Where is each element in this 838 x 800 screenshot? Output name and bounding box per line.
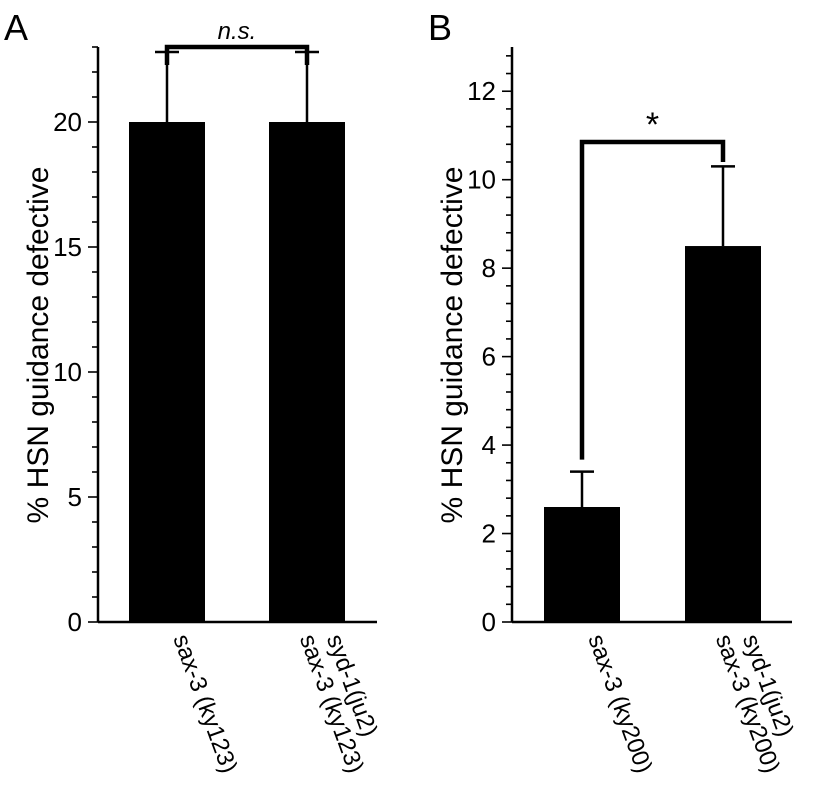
panel-a-significance-label: n.s. [218,18,257,45]
panel-b-bar-2 [685,246,761,623]
panel-b-category-label: sax-3 (ky200) [582,631,657,777]
panel-a-tick-label: 15 [53,232,82,262]
panel-a-y-axis-label: % HSN guidance defective [22,167,55,524]
panel-b-tick-label: 8 [482,253,496,283]
panel-b-tick-label: 4 [482,430,496,460]
panel-a-tick-label: 20 [53,107,82,137]
panel-b-significance-label: * [646,106,659,144]
panel-b-tick-label: 12 [467,76,496,106]
panel-a-label: A [4,7,28,48]
panel-b-label: B [428,7,452,48]
panel-b-tick-label: 10 [467,165,496,195]
panel-a-category-label: sax-3 (ky123) [167,631,242,777]
panel-b-tick-label: 0 [482,607,496,637]
panel-b-tick-label: 6 [482,342,496,372]
panel-a-bar-2 [269,122,345,622]
panel-a-tick-label: 5 [68,482,82,512]
panel-a-chart: 0 5 10 15 20 n.s. % HSN guidance defective sax-… [22,18,383,777]
panel-b-bar-1 [544,507,620,622]
panel-a-tick-label: 0 [68,607,82,637]
panel-a-significance-bracket [164,44,310,65]
panel-b-y-axis-label: % HSN guidance defective [436,167,469,524]
panel-b-chart: 0 2 4 6 8 10 12 * % HSN guidance defective sax-3 … [436,47,799,777]
panel-a-bar-1 [129,122,205,622]
panel-b-significance-bracket [579,139,726,460]
panel-a-tick-label: 10 [53,357,82,387]
panel-b-tick-label: 2 [482,519,496,549]
